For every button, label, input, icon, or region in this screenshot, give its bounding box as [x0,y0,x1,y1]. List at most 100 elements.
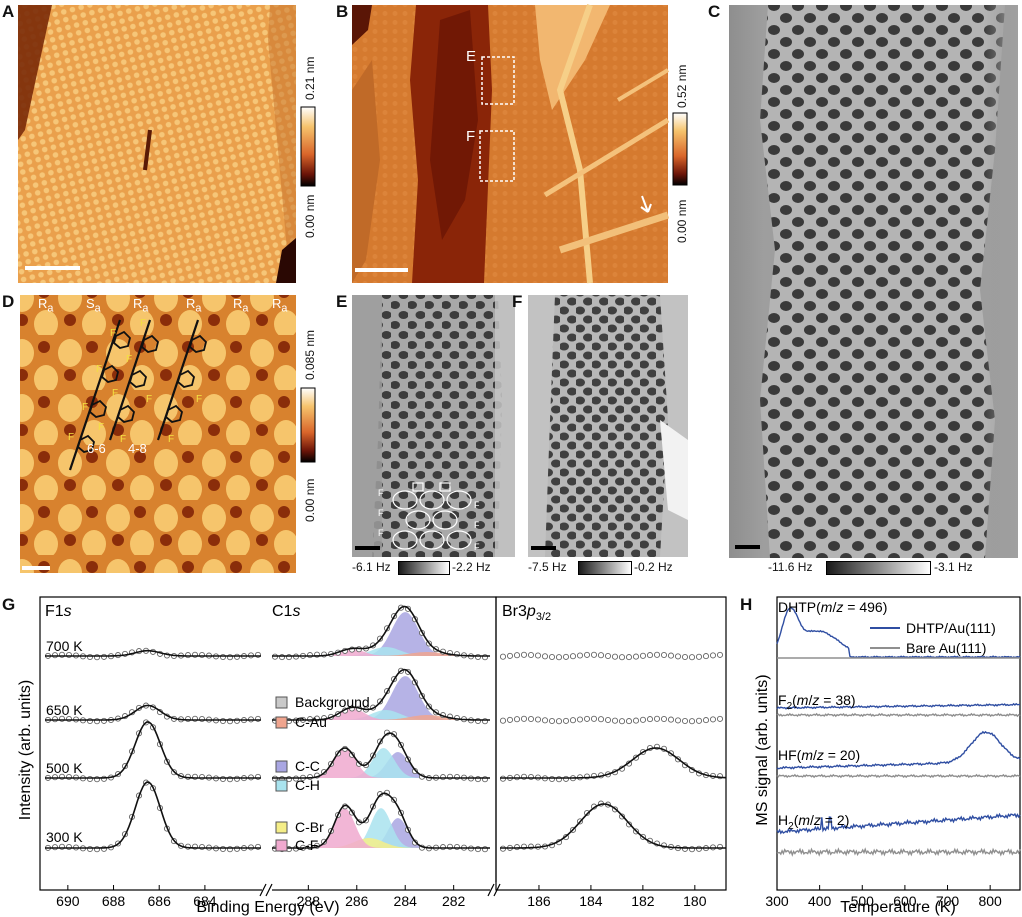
data-point [688,654,696,661]
temp-label-500: 500 K [46,760,83,776]
data-point [439,774,447,781]
dhtp-trace [776,606,1021,659]
data-point [198,773,206,781]
bare-trace [776,773,1021,779]
x-tick-label: 690 [56,893,80,909]
data-point [653,715,661,722]
x-axis-label: Binding Energy (eV) [196,899,339,916]
x-tick-label: 600 [893,893,917,909]
x-tick-label: 400 [808,893,832,909]
row-label: Ra [272,296,288,315]
ch-peak [272,647,490,656]
data-point [653,651,661,658]
panel-letter-f: F [512,292,523,311]
hz-f-bar [578,561,632,575]
svg-text:F: F [68,432,74,443]
data-point [632,653,640,660]
hz-f-left: -7.5 Hz [528,560,567,574]
data-point [233,717,241,724]
panel-letter-h: H [740,595,753,614]
plot-frame [776,596,1021,891]
legend-swatch-c-f [275,839,288,852]
x-tick-label: 700 [936,893,960,909]
svg-text:F: F [96,364,102,375]
x-tick-label: 182 [631,893,655,909]
trace-label-dhtp: DHTP(m/z = 496) [778,599,887,615]
bare-trace [776,847,1021,857]
legend-swatch-c-h [275,779,288,792]
data-point [716,715,724,722]
x-tick-label: 184 [579,893,603,909]
data-point [576,652,584,659]
svg-text:F: F [120,434,126,445]
data-point [86,653,94,661]
data-point [184,715,192,723]
data-point [583,715,591,722]
legend-label: C-F [295,837,318,853]
data-point [583,651,591,658]
x-tick-label: 684 [193,893,217,909]
colorbar-b [672,112,688,186]
svg-text:F: F [474,542,480,552]
data-point [597,716,605,723]
box-e [481,56,515,105]
data-point [506,716,514,723]
data-point [646,652,654,659]
data-point [695,653,703,660]
svg-text:F: F [112,388,118,399]
data-point [604,652,612,660]
ring-label-6-6: 6-6 [87,441,106,456]
data-point [695,717,703,724]
data-point [439,844,447,851]
data-point [709,716,717,723]
data-point [453,773,461,781]
row-label: Ra [133,296,149,315]
x-tick-label: 288 [297,893,321,909]
plot-frame [495,596,727,891]
data-point [548,653,556,661]
data-point [520,651,528,658]
legend: DHTP/Au(111) Bare Au(111) [870,620,996,656]
data-point [219,717,227,725]
legend: Background C-Au C-C C-H C-Br C-F [275,694,370,853]
data-point [639,652,647,659]
fit-curve [45,721,261,779]
trace-label-hf: HF(m/z = 20) [778,747,860,763]
data-point [660,715,668,723]
data-point [527,715,535,723]
hz-c-right: -3.1 Hz [934,560,973,574]
data-point [527,651,535,659]
svg-text:F: F [140,318,146,329]
scale-bar [355,268,408,272]
data-point [184,652,192,659]
panel-e-image: FFF FFF [352,295,515,557]
lattice-overlay [392,482,472,550]
data-point [555,718,563,725]
panel-h-chart: 300 400 500 600 700 800 DHTP(m/z = 496) F2(m/… [754,596,1021,916]
x-tick-label: 300 [765,893,789,909]
colorbar-d-top-label: 0.085 nm [303,329,317,380]
data-point [569,653,577,660]
data-point [86,775,94,783]
panel-g-chart: 690 688 686 684 288 286 284 282 186 184 182 180 F1s… [17,596,727,916]
data-point [660,651,668,659]
hz-f-right: -0.2 Hz [634,560,673,574]
data-point [702,653,710,660]
bare-trace [776,712,1021,718]
box-e-label: E [466,48,477,65]
dhtp-trace [776,812,1021,835]
data-point [618,654,626,661]
data-point [506,652,514,659]
trace-label-h2: H2(m/z = 2) [778,812,849,832]
fit-curve [272,605,490,657]
cau-peak [272,652,490,656]
legend-label: C-Br [295,819,324,835]
temp-label-650: 650 K [46,702,83,718]
row-label: Ra [233,296,249,315]
cau-peak [272,715,490,720]
svg-text:F: F [474,520,480,530]
data-point [219,775,227,783]
scale-bar [22,566,50,570]
dhtp-trace [776,702,1020,710]
data-point [688,718,696,725]
